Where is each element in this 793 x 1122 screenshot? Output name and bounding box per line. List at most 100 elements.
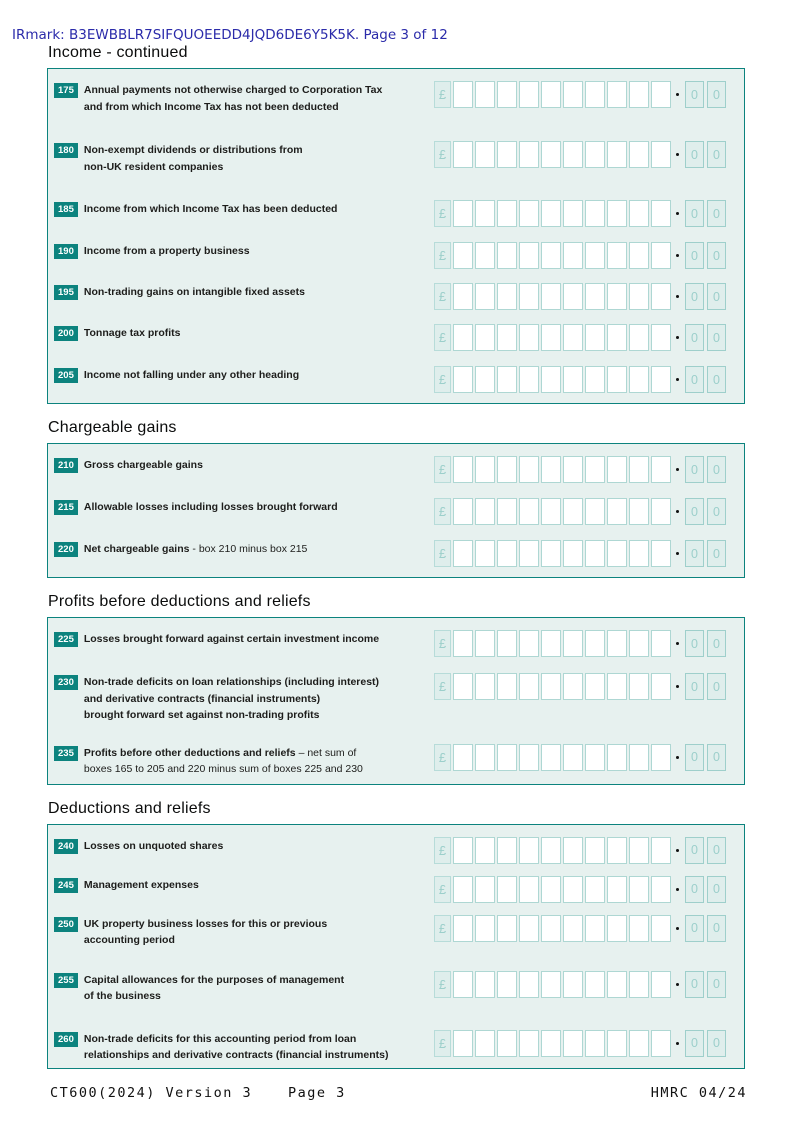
digit-box[interactable] — [629, 456, 649, 483]
amount-field-215[interactable]: £0 0 — [434, 498, 726, 525]
digit-box[interactable] — [563, 875, 583, 903]
digit-box[interactable] — [651, 540, 671, 567]
digit-box[interactable] — [497, 914, 517, 942]
digit-box[interactable] — [563, 141, 583, 168]
digit-box[interactable] — [453, 914, 473, 942]
amount-field-175[interactable]: £0 0 — [434, 81, 726, 108]
digit-box[interactable] — [651, 366, 671, 393]
amount-field-245[interactable]: £0 0 — [434, 875, 726, 903]
digit-box[interactable] — [497, 540, 517, 567]
amount-field-255[interactable]: £0 0 — [434, 970, 726, 998]
digit-box[interactable] — [607, 141, 627, 168]
digit-box[interactable] — [519, 242, 539, 269]
digit-box[interactable] — [519, 81, 539, 108]
digit-box[interactable] — [475, 540, 495, 567]
digit-box[interactable] — [453, 283, 473, 310]
digit-box[interactable] — [629, 875, 649, 903]
digit-box[interactable] — [453, 141, 473, 168]
digit-box[interactable] — [519, 914, 539, 942]
digit-box[interactable] — [563, 914, 583, 942]
digit-box[interactable] — [607, 242, 627, 269]
digit-box[interactable] — [629, 141, 649, 168]
digit-box[interactable] — [541, 875, 561, 903]
digit-box[interactable] — [607, 914, 627, 942]
digit-box[interactable] — [475, 875, 495, 903]
digit-box[interactable] — [563, 324, 583, 351]
digit-box[interactable] — [541, 630, 561, 657]
digit-box[interactable] — [585, 743, 605, 771]
digit-box[interactable] — [585, 324, 605, 351]
digit-box[interactable] — [541, 498, 561, 525]
amount-field-250[interactable]: £0 0 — [434, 914, 726, 942]
digit-box[interactable] — [541, 242, 561, 269]
digit-box[interactable] — [541, 836, 561, 864]
digit-box[interactable] — [629, 673, 649, 700]
digit-box[interactable] — [541, 1029, 561, 1057]
digit-box[interactable] — [541, 366, 561, 393]
digit-box[interactable] — [519, 743, 539, 771]
amount-field-235[interactable]: £0 0 — [434, 743, 726, 771]
digit-box[interactable] — [585, 836, 605, 864]
digit-box[interactable] — [563, 242, 583, 269]
digit-box[interactable] — [563, 630, 583, 657]
digit-box[interactable] — [519, 1029, 539, 1057]
digit-box[interactable] — [607, 673, 627, 700]
digit-box[interactable] — [497, 970, 517, 998]
digit-box[interactable] — [475, 200, 495, 227]
digit-box[interactable] — [629, 81, 649, 108]
digit-box[interactable] — [607, 875, 627, 903]
digit-box[interactable] — [497, 743, 517, 771]
digit-box[interactable] — [541, 743, 561, 771]
digit-box[interactable] — [629, 242, 649, 269]
digit-box[interactable] — [475, 366, 495, 393]
digit-box[interactable] — [585, 366, 605, 393]
digit-box[interactable] — [453, 540, 473, 567]
digit-box[interactable] — [475, 283, 495, 310]
digit-box[interactable] — [651, 81, 671, 108]
digit-box[interactable] — [541, 970, 561, 998]
digit-box[interactable] — [475, 743, 495, 771]
digit-box[interactable] — [607, 630, 627, 657]
digit-box[interactable] — [629, 914, 649, 942]
digit-box[interactable] — [585, 540, 605, 567]
digit-box[interactable] — [475, 81, 495, 108]
digit-box[interactable] — [607, 1029, 627, 1057]
digit-box[interactable] — [563, 673, 583, 700]
digit-box[interactable] — [541, 914, 561, 942]
digit-box[interactable] — [541, 540, 561, 567]
digit-box[interactable] — [585, 673, 605, 700]
digit-box[interactable] — [475, 242, 495, 269]
digit-box[interactable] — [497, 456, 517, 483]
digit-box[interactable] — [519, 498, 539, 525]
digit-box[interactable] — [563, 366, 583, 393]
digit-box[interactable] — [563, 743, 583, 771]
digit-box[interactable] — [497, 1029, 517, 1057]
digit-box[interactable] — [497, 366, 517, 393]
digit-box[interactable] — [475, 456, 495, 483]
amount-field-210[interactable]: £0 0 — [434, 456, 726, 483]
digit-box[interactable] — [519, 970, 539, 998]
digit-box[interactable] — [651, 283, 671, 310]
digit-box[interactable] — [607, 200, 627, 227]
digit-box[interactable] — [607, 81, 627, 108]
digit-box[interactable] — [651, 456, 671, 483]
digit-box[interactable] — [519, 630, 539, 657]
digit-box[interactable] — [651, 673, 671, 700]
digit-box[interactable] — [519, 456, 539, 483]
amount-field-195[interactable]: £0 0 — [434, 283, 726, 310]
digit-box[interactable] — [585, 970, 605, 998]
digit-box[interactable] — [629, 366, 649, 393]
digit-box[interactable] — [585, 875, 605, 903]
digit-box[interactable] — [497, 200, 517, 227]
amount-field-220[interactable]: £0 0 — [434, 540, 726, 567]
digit-box[interactable] — [585, 242, 605, 269]
digit-box[interactable] — [563, 456, 583, 483]
digit-box[interactable] — [497, 242, 517, 269]
digit-box[interactable] — [585, 914, 605, 942]
digit-box[interactable] — [651, 743, 671, 771]
digit-box[interactable] — [607, 456, 627, 483]
digit-box[interactable] — [585, 630, 605, 657]
digit-box[interactable] — [585, 498, 605, 525]
digit-box[interactable] — [453, 836, 473, 864]
digit-box[interactable] — [453, 81, 473, 108]
